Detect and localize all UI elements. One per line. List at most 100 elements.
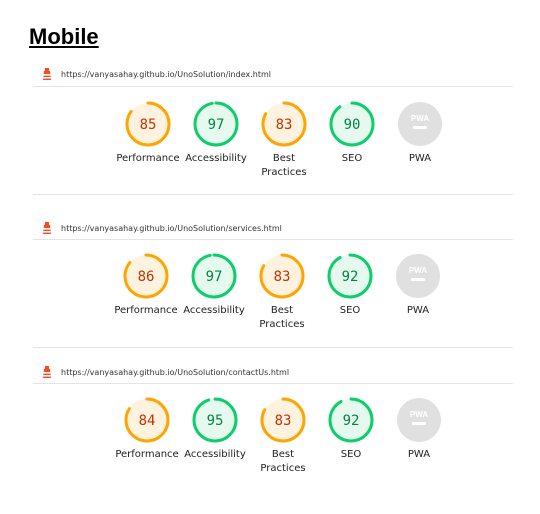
gauge-background [263,103,305,145]
score-gauge-accessibility[interactable]: 97 Accessibility [179,252,249,318]
lighthouse-icon [41,365,53,379]
gauge-ring: PWA [398,102,442,146]
gauge-background [396,254,440,298]
gauge-label: Performance [115,449,179,460]
gauge-background [261,255,303,297]
gauge-score: 97 [206,269,223,285]
score-gauge-pwa[interactable]: PWA PWA [385,100,455,166]
gauge-label: Performance [114,305,178,316]
score-gauge-accessibility[interactable]: 95 Accessibility [180,396,250,462]
report-contact: https://vanyasahay.github.io/UnoSolution… [33,364,513,514]
report-url[interactable]: https://vanyasahay.github.io/UnoSolution… [61,223,282,233]
page-heading: Mobile [29,24,99,49]
gauge-ring: 92 [328,397,374,443]
gauge-arc [123,253,169,299]
report-index: https://vanyasahay.github.io/UnoSolution… [33,66,513,216]
gauge-background [126,399,168,441]
gauge-background [127,103,169,145]
score-gauge-best-practices[interactable]: 83 Best Practices [247,252,317,332]
gauge-background [193,255,235,297]
gauge-score: 92 [342,269,359,285]
divider [33,239,513,240]
gauge-arc [327,253,373,299]
gauge-arc [193,101,239,147]
lighthouse-icon [41,67,53,81]
report-services: https://vanyasahay.github.io/UnoSolution… [33,220,513,370]
pwa-badge-text: PWA [410,410,428,419]
gauge-arc [261,101,307,147]
score-gauge-performance[interactable]: 85 Performance [113,100,183,166]
gauge-ring: 86 [123,253,169,299]
report-url[interactable]: https://vanyasahay.github.io/UnoSolution… [61,367,290,377]
report-url[interactable]: https://vanyasahay.github.io/UnoSolution… [61,69,271,79]
score-gauge-seo[interactable]: 92 SEO [315,252,385,318]
gauge-arc [259,253,305,299]
gauge-ring: 90 [329,101,375,147]
score-gauge-pwa[interactable]: PWA PWA [383,252,453,318]
gauge-score: 90 [344,117,361,133]
gauge-background [195,103,237,145]
gauge-score: 85 [140,117,157,133]
gauge-arc [329,101,375,147]
gauge-background [262,399,304,441]
gauge-ring: 97 [191,253,237,299]
gauge-label: Accessibility [184,449,246,460]
score-gauges: 85 Performance 97 Accessibility 83 Best Practi… [113,100,473,200]
gauge-score: 83 [274,269,291,285]
pwa-badge-text: PWA [409,266,427,275]
gauge-label: SEO [339,305,361,316]
gauge-score: 92 [343,413,360,429]
gauge-ring: 95 [192,397,238,443]
gauge-label: Accessibility [185,153,247,164]
score-gauge-performance[interactable]: 84 Performance [112,396,182,462]
pwa-badge-text: PWA [411,114,429,123]
gauge-background [397,398,441,442]
score-gauge-accessibility[interactable]: 97 Accessibility [181,100,251,166]
score-gauge-best-practices[interactable]: 83 Best Practices [248,396,318,476]
gauge-ring: 97 [193,101,239,147]
score-gauge-seo[interactable]: 90 SEO [317,100,387,166]
gauge-ring: PWA [397,398,441,442]
gauge-ring: 83 [261,101,307,147]
url-row: https://vanyasahay.github.io/UnoSolution… [41,66,271,82]
gauge-background [125,255,167,297]
divider [33,347,513,348]
gauge-label: SEO [340,449,362,460]
gauge-ring: 83 [260,397,306,443]
score-gauge-performance[interactable]: 86 Performance [111,252,181,318]
gauge-arc [192,397,238,443]
gauge-label: PWA [408,153,432,164]
url-row: https://vanyasahay.github.io/UnoSolution… [41,364,289,380]
gauge-score: 83 [276,117,293,133]
url-row: https://vanyasahay.github.io/UnoSolution… [41,220,282,236]
gauge-score: 84 [139,413,156,429]
gauge-label: PWA [406,305,430,316]
gauge-background [398,102,442,146]
gauge-background [331,103,373,145]
gauge-arc [260,397,306,443]
score-gauge-pwa[interactable]: PWA PWA [384,396,454,462]
gauge-ring: 85 [125,101,171,147]
gauge-score: 83 [275,413,292,429]
divider [33,383,513,384]
score-gauges: 86 Performance 97 Accessibility 83 Best Practi… [111,252,471,352]
gauge-label: PWA [407,449,431,460]
gauge-label: Performance [116,153,180,164]
divider [33,86,513,87]
score-gauge-best-practices[interactable]: 83 Best Practices [249,100,319,180]
gauge-ring: 83 [259,253,305,299]
gauge-arc [125,101,171,147]
score-gauge-seo[interactable]: 92 SEO [316,396,386,462]
gauge-ring: PWA [396,254,440,298]
gauge-background [194,399,236,441]
gauge-ring: 92 [327,253,373,299]
pwa-dash-icon [413,126,427,129]
gauge-arc [124,397,170,443]
gauge-arc [191,253,237,299]
lighthouse-icon [41,221,53,235]
gauge-arc [328,397,374,443]
pwa-dash-icon [411,278,425,281]
gauge-label: Best Practices [259,305,305,330]
gauge-label: Best Practices [261,153,307,178]
gauge-score: 86 [138,269,155,285]
